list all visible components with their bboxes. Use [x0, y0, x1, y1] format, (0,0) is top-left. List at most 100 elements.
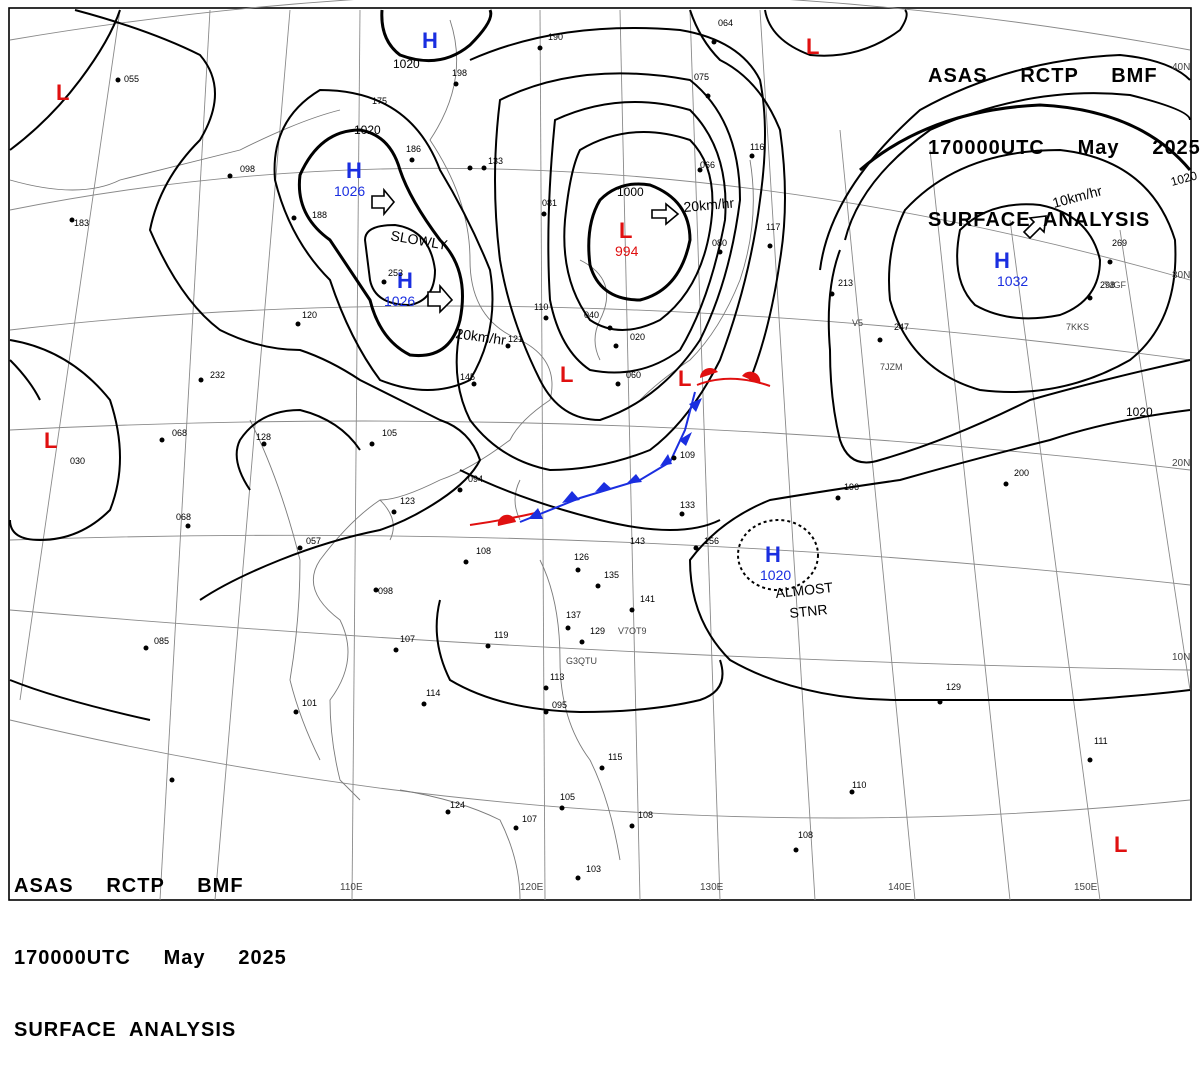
coast-northwest	[9, 109, 341, 191]
low-pressure-994-value: 994	[615, 243, 639, 259]
coast-borneo	[399, 789, 521, 901]
station-pressure-value: 128	[256, 432, 271, 442]
station-pressure-value: 085	[154, 636, 169, 646]
high-pressure-pacific-value: 1032	[997, 273, 1028, 289]
isobar-1020-nw	[380, 9, 493, 63]
meridian-150e	[1009, 219, 1101, 901]
isobar-label-1020-southeast: 1020	[1126, 405, 1153, 419]
parallel-5n	[9, 719, 1191, 819]
lat-label-40n: 40N	[1172, 62, 1190, 73]
warm-front-north-line	[696, 377, 771, 387]
movement-label-almost: ALMOST	[775, 579, 834, 601]
isobar-label-1020-north: 1020	[393, 57, 420, 71]
meridian-95e	[19, 9, 121, 701]
station-id-7jgf: 7JGF	[1104, 280, 1127, 290]
lat-label-10n: 10N	[1172, 652, 1190, 663]
station-id-v7ot9: V7OT9	[618, 626, 647, 636]
station-pressure-value: 111	[1094, 736, 1108, 746]
movement-label-20kmh-west: 20km/hr	[455, 325, 508, 348]
cold-front-tooth-7	[689, 398, 702, 412]
station-pressure-value: 183	[74, 218, 89, 228]
station-pressure-value: 114	[426, 688, 440, 698]
meridian-110e	[351, 9, 361, 901]
map-background	[0, 0, 1200, 919]
coast-hainan	[379, 499, 394, 541]
header-bottom-line1: ASAS RCTP BMF	[14, 875, 244, 897]
isobar-label-1020-continental: 1020	[354, 123, 381, 137]
movement-label-20kmh-low: 20km/hr	[683, 195, 735, 215]
station-pressure-value: 298	[1100, 280, 1115, 290]
low-pressure-northwest: L	[56, 80, 69, 105]
high-pressure-inland: H	[397, 268, 413, 293]
lon-label-130e: 130E	[700, 882, 724, 893]
station-pressure-value: 253	[388, 268, 403, 278]
meridian-115e	[214, 9, 291, 901]
station-pressure-value: 141	[640, 594, 655, 604]
movement-arrow-10kmh	[1022, 215, 1047, 240]
weather-map: 40N 30N 20N 10N 110E 120E 130E 140E 150E…	[0, 0, 1200, 919]
station-pressure-value: 135	[604, 570, 619, 580]
isobar-h1026-inner	[363, 223, 437, 307]
station-pressure-value: 232	[210, 370, 225, 380]
high-pressure-inland-value: 1026	[384, 293, 415, 309]
isobar-east-3	[844, 92, 1191, 241]
station-pressure-value: 115	[608, 752, 622, 762]
isobar-south-big	[459, 469, 721, 531]
header-top-line2: 170000UTC May 2025	[928, 137, 1200, 159]
isobar-inland-1	[235, 408, 361, 491]
low-pressure-southeast: L	[1114, 832, 1127, 857]
station-pressure-value: 066	[700, 160, 715, 170]
station-pressure-value: 133	[680, 500, 695, 510]
parallel-15n	[9, 534, 1191, 586]
parallel-25n	[9, 305, 1191, 361]
low-pressure-west: L	[44, 428, 57, 453]
station-pressure-value: 098	[240, 164, 255, 174]
station-id-7jzm: 7JZM	[880, 362, 903, 372]
isobar-southeast-inner	[827, 249, 1191, 464]
station-pressure-value: 057	[306, 536, 321, 546]
isobar-trough-outer	[455, 27, 766, 472]
isobar-outer-continental	[273, 88, 494, 391]
coast-japan	[639, 159, 754, 401]
lon-label-140e: 140E	[888, 882, 912, 893]
isobar-northeast	[764, 9, 908, 57]
station-pressure-value: 129	[946, 682, 961, 692]
station-pressure-value: 126	[574, 552, 589, 562]
low-pressure-994: L	[619, 218, 632, 243]
isobar-west-low-outer	[9, 339, 121, 542]
parallel-10n	[9, 609, 1191, 671]
header-bottom-line3: SURFACE ANALYSIS	[14, 1019, 237, 1041]
isobar-1020-east	[859, 103, 1192, 172]
isobar-japan-ring	[689, 9, 786, 381]
station-dots	[69, 39, 1113, 881]
station-id-v5: V5	[852, 318, 863, 328]
movement-arrows	[371, 187, 1047, 314]
station-pressure-value: 110	[852, 780, 866, 790]
isobar-label-1020-east: 1020	[1169, 168, 1199, 189]
station-pressure-value: 186	[406, 144, 421, 154]
movement-arrow-20kmh-low	[651, 202, 680, 226]
isobar-north-low	[9, 9, 121, 151]
isobar-big-south	[435, 599, 724, 714]
cold-front-line	[519, 391, 696, 523]
cold-front-tooth-1	[528, 508, 543, 519]
cold-front-tooth-5	[660, 454, 672, 466]
station-pressure-value: 119	[494, 630, 508, 640]
station-pressure-value: 116	[750, 142, 764, 152]
station-pressure-value: 055	[124, 74, 139, 84]
station-pressure-value: 080	[712, 238, 727, 248]
station-id-7kks: 7KKS	[1066, 322, 1089, 332]
low-pressure-front: L	[678, 366, 691, 391]
station-pressure-value: 120	[302, 310, 317, 320]
header-top: ASAS RCTP BMF 170000UTC May 2025 SURFACE…	[928, 16, 1200, 256]
warm-front-west-bump	[497, 514, 516, 526]
high-pressure-south: H	[765, 542, 781, 567]
coast-indochina	[249, 419, 321, 761]
isobar-east-outer	[819, 53, 1191, 271]
isobar-low-ring-4	[494, 72, 742, 422]
cold-front-tooth-6	[679, 432, 692, 446]
isobar-label-1000: 1000	[617, 185, 644, 199]
parallel-40n	[9, 0, 1191, 51]
parallel-30n	[9, 167, 1191, 281]
station-pressure-value: 196	[844, 482, 859, 492]
